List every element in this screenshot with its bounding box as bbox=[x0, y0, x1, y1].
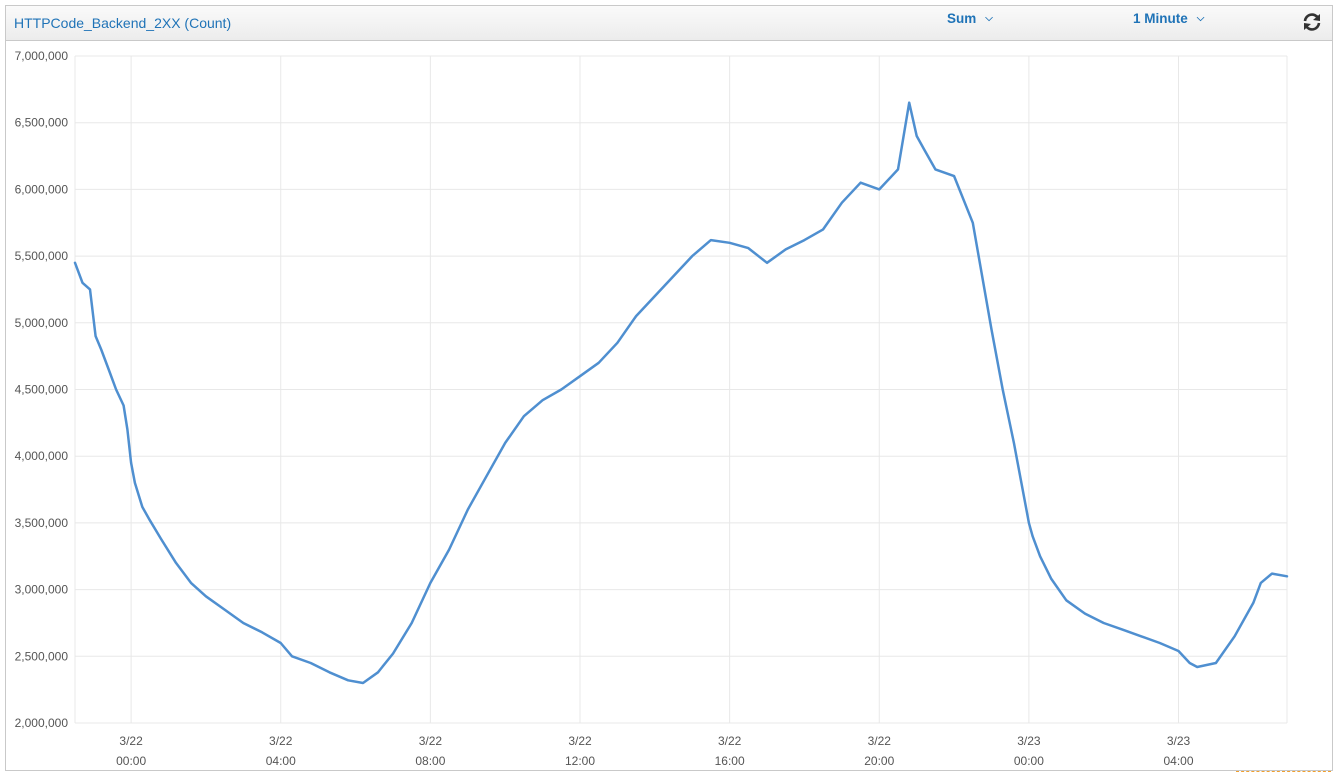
y-tick-label: 7,000,000 bbox=[15, 49, 69, 63]
x-tick-time-label: 20:00 bbox=[864, 754, 894, 768]
series-layer bbox=[73, 101, 1289, 685]
y-axis-ticks: 7,000,000 6,500,000 6,000,000 5,500,000 5,00… bbox=[15, 49, 69, 730]
y-tick-label: 6,500,000 bbox=[15, 116, 69, 130]
x-tick-date-label: 3/22 bbox=[119, 734, 143, 748]
y-tick-label: 5,500,000 bbox=[15, 249, 69, 263]
period-label: 1 Minute bbox=[1133, 11, 1188, 26]
y-tick-label: 6,000,000 bbox=[15, 182, 69, 196]
x-tick-time-label: 04:00 bbox=[1164, 754, 1194, 768]
x-tick-time-label: 16:00 bbox=[715, 754, 745, 768]
x-tick-date-label: 3/22 bbox=[568, 734, 592, 748]
x-tick-date-label: 3/22 bbox=[269, 734, 293, 748]
chevron-down-icon: ⌵ bbox=[1196, 13, 1205, 24]
x-tick-time-label: 00:00 bbox=[116, 754, 146, 768]
y-tick-label: 4,500,000 bbox=[15, 383, 69, 397]
x-tick-time-label: 04:00 bbox=[266, 754, 296, 768]
metric-title-link[interactable]: HTTPCode_Backend_2XX (Count) bbox=[14, 15, 232, 31]
x-tick-date-label: 3/23 bbox=[1167, 734, 1191, 748]
series-line bbox=[73, 101, 1289, 685]
refresh-icon[interactable] bbox=[1300, 10, 1324, 34]
statistic-label: Sum bbox=[947, 11, 977, 26]
statistic-dropdown[interactable]: Sum ⌵ bbox=[947, 11, 993, 26]
x-tick-time-label: 12:00 bbox=[565, 754, 595, 768]
grid-layer bbox=[74, 55, 1288, 724]
y-tick-label: 5,000,000 bbox=[15, 316, 69, 330]
x-tick-date-label: 3/22 bbox=[718, 734, 742, 748]
y-tick-label: 3,500,000 bbox=[15, 516, 69, 530]
chevron-down-icon: ⌵ bbox=[985, 13, 993, 24]
x-tick-date-label: 3/22 bbox=[868, 734, 892, 748]
graph-header: HTTPCode_Backend_2XX (Count) Sum ⌵ 1 Minu… bbox=[6, 6, 1332, 41]
y-tick-label: 3,000,000 bbox=[15, 583, 69, 597]
metric-graph-panel: HTTPCode_Backend_2XX (Count) Sum ⌵ 1 Minu… bbox=[5, 5, 1333, 771]
x-axis-ticks: 3/22 00:00 3/22 04:00 3/22 08:00 3/22 12:00 3/22… bbox=[116, 734, 1194, 768]
x-tick-date-label: 3/23 bbox=[1017, 734, 1041, 748]
y-tick-label: 2,500,000 bbox=[15, 649, 69, 663]
x-tick-date-label: 3/22 bbox=[419, 734, 443, 748]
x-tick-time-label: 00:00 bbox=[1014, 754, 1044, 768]
x-tick-time-label: 08:00 bbox=[415, 754, 445, 768]
y-tick-label: 4,000,000 bbox=[15, 449, 69, 463]
resize-handle[interactable] bbox=[1236, 771, 1331, 772]
period-dropdown[interactable]: 1 Minute ⌵ bbox=[1133, 11, 1204, 26]
y-tick-label: 2,000,000 bbox=[15, 716, 69, 730]
